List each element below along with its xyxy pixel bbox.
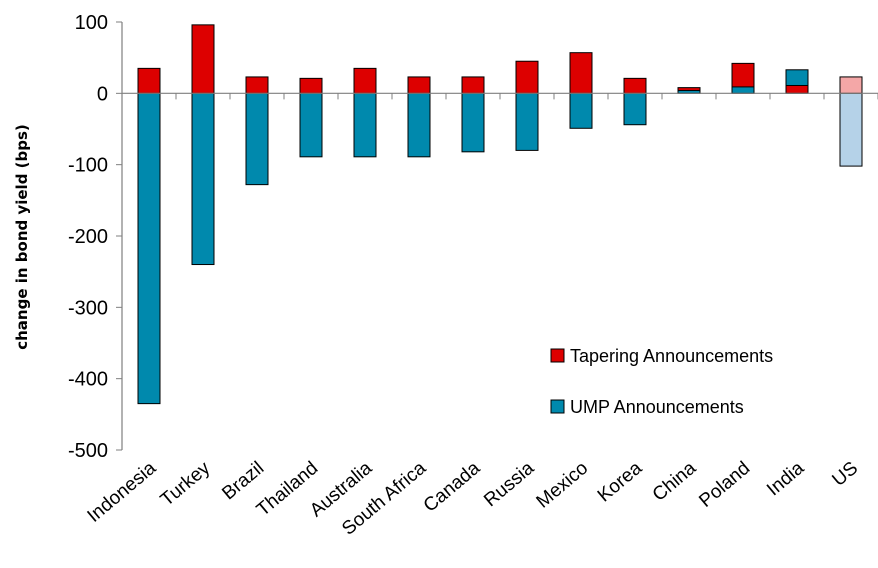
legend: Tapering Announcements UMP Announcements [550,346,773,417]
x-tick-label: Poland [695,458,754,512]
bar-tapering-brazil [245,76,269,94]
bar-ump-canada [461,92,485,153]
x-tick-label: Canada [420,457,485,516]
x-tick-label: Russia [480,457,538,511]
bar-tapering-india [785,84,809,94]
bar-tapering-canada [461,76,485,94]
y-tick-label: 100 [75,12,108,34]
bars [137,24,863,405]
axes [121,22,878,450]
bar-tapering-turkey [191,24,215,94]
bar-tapering-russia [515,60,539,94]
bar-tapering-us [839,76,863,94]
y-axis-title: change in bond yield (bps) [13,124,31,350]
bar-ump-turkey [191,92,215,266]
y-tick-label: -100 [68,155,108,177]
x-tick-label: Korea [594,457,647,506]
bar-ump-poland [731,86,755,94]
bar-ump-thailand [299,92,323,158]
x-tick-label: Turkey [157,457,215,510]
legend-swatch [550,348,565,363]
bar-ump-russia [515,92,539,151]
legend-label: UMP Announcements [570,397,744,417]
bar-tapering-thailand [299,77,323,94]
bar-ump-us [839,92,863,167]
x-tick-label: Indonesia [84,457,161,526]
bar-ump-indonesia [137,92,161,405]
y-tick-label: -300 [68,297,108,319]
bar-ump-brazil [245,92,269,186]
y-tick-label: -400 [68,369,108,391]
y-tick-label: -200 [68,226,108,248]
bar-ump-australia [353,92,377,158]
y-axis-title-group: change in bond yield (bps) [13,124,31,350]
legend-label: Tapering Announcements [570,346,773,366]
y-axis-ticks: 100 0 -100 -200 -300 -400 -500 [68,12,122,462]
bar-tapering-korea [623,77,647,94]
x-tick-label: China [649,457,701,505]
y-tick-label: -500 [68,440,108,462]
x-tick-label: US [828,458,862,491]
bar-tapering-mexico [569,52,593,94]
legend-swatch [550,399,565,414]
bar-ump-south-africa [407,92,431,158]
bar-ump-mexico [569,92,593,129]
y-tick-label: 0 [97,83,108,105]
bar-ump-korea [623,92,647,126]
x-tick-label: India [763,457,808,500]
bar-tapering-indonesia [137,67,161,94]
bar-tapering-australia [353,67,377,94]
bar-tapering-south-africa [407,76,431,94]
x-tick-label: Mexico [533,458,593,513]
